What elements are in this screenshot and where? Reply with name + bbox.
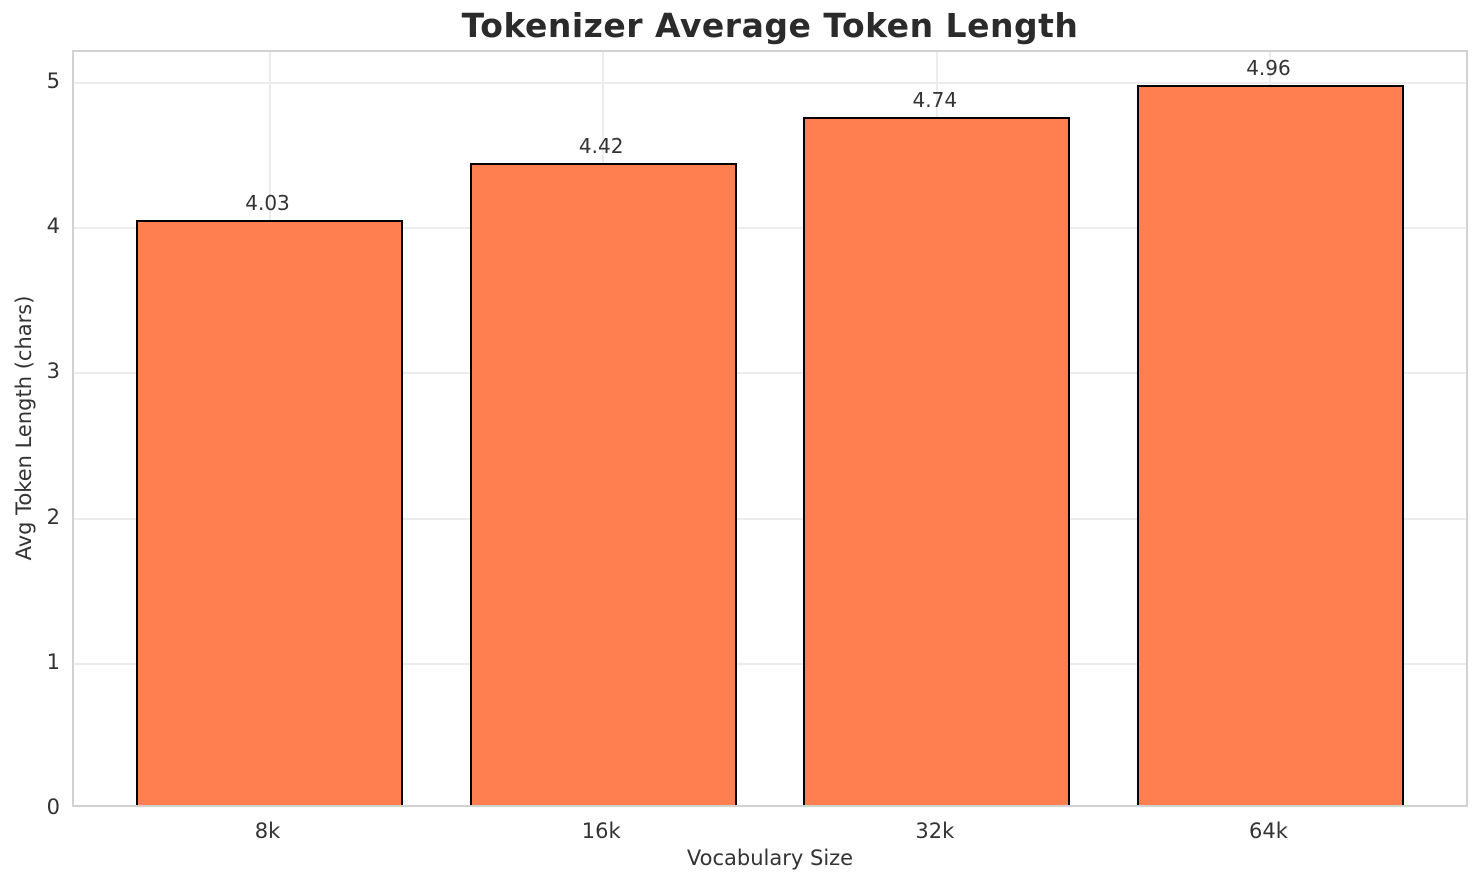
plot-area — [72, 50, 1468, 807]
bar-value-label: 4.96 — [1246, 55, 1291, 80]
y-gridline — [74, 81, 1466, 84]
y-tick-label: 1 — [46, 649, 60, 674]
bar-value-label: 4.74 — [912, 87, 958, 112]
y-gridline — [74, 517, 1466, 520]
x-tick-label: 16k — [581, 819, 621, 843]
bar-value-label: 4.42 — [578, 134, 624, 159]
bar-value-label: 4.03 — [245, 190, 290, 215]
y-gridline — [74, 662, 1466, 665]
x-tick-label: 8k — [254, 819, 281, 843]
y-tick-label: 5 — [46, 68, 60, 93]
x-tick-label: 64k — [1249, 819, 1288, 843]
y-gridline — [74, 227, 1466, 230]
y-gridline — [74, 372, 1466, 375]
y-tick-label: 4 — [46, 214, 60, 239]
y-tick-label: 3 — [46, 359, 60, 384]
y-tick-label: 0 — [46, 795, 60, 819]
bar-32k — [803, 116, 1071, 805]
bar-8k — [136, 219, 403, 805]
bar-16k — [469, 163, 737, 805]
y-tick-label: 2 — [46, 504, 60, 529]
x-axis-label: Vocabulary Size — [686, 846, 854, 870]
x-tick-label: 32k — [915, 819, 955, 843]
bar-64k — [1137, 84, 1404, 805]
chart-title: Tokenizer Average Token Length — [461, 6, 1079, 45]
